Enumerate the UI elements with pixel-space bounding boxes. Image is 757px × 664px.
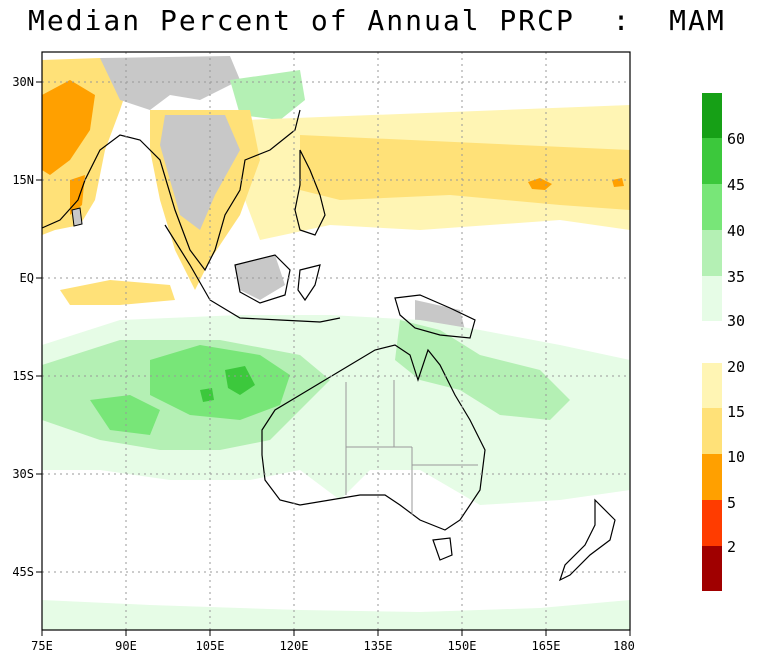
india-very-dry-region xyxy=(42,80,95,175)
lon-tick-label: 120E xyxy=(280,639,309,653)
colorbar-lower xyxy=(702,363,722,591)
australia-coastline xyxy=(261,344,486,531)
colorbar-swatch xyxy=(702,93,722,138)
colorbar-swatch xyxy=(702,454,722,500)
indian-ocean-wet-core-west xyxy=(90,395,160,435)
indochina-missing-land xyxy=(160,115,240,230)
asia-coastline xyxy=(42,109,301,272)
lon-tick-label: 75E xyxy=(31,639,53,653)
lat-tick-label: EQ xyxy=(20,271,34,285)
sri-lanka xyxy=(71,207,83,227)
southern-ocean-wet-band xyxy=(42,600,630,630)
pacific-very-dry-spot-2 xyxy=(612,178,624,187)
lat-tick-label: 45S xyxy=(12,565,34,579)
lon-tick-label: 135E xyxy=(364,639,393,653)
indian-ocean-wettest-spot-2 xyxy=(200,388,214,402)
lat-tick-label: 15S xyxy=(12,369,34,383)
colorbar-label: 2 xyxy=(727,538,736,556)
lat-tick-label: 30N xyxy=(12,75,34,89)
colorbar-label: 45 xyxy=(727,176,745,194)
colorbar-swatch xyxy=(702,500,722,546)
colorbar-swatch xyxy=(702,363,722,408)
new-guinea-coastline xyxy=(394,294,476,339)
south-china-wet-region xyxy=(230,70,305,120)
colorbar-swatch xyxy=(702,230,722,276)
colorbar-upper xyxy=(702,93,722,321)
borneo-coastline xyxy=(234,254,291,304)
colorbar-swatch xyxy=(702,276,722,321)
colorbar-swatch xyxy=(702,138,722,184)
colorbar-label: 10 xyxy=(727,448,745,466)
colorbar-label: 35 xyxy=(727,268,745,286)
new-zealand xyxy=(558,498,616,582)
sulawesi-coastline xyxy=(297,264,321,302)
colorbar-swatch xyxy=(702,184,722,230)
colorbar-label: 30 xyxy=(727,312,745,330)
colorbar-swatch xyxy=(702,546,722,591)
colorbar-label: 15 xyxy=(727,403,745,421)
lat-tick-label: 15N xyxy=(12,173,34,187)
map-gridlines xyxy=(42,52,630,630)
lon-tick-label: 180 xyxy=(613,639,635,653)
colorbar-label: 40 xyxy=(727,222,745,240)
west-pacific-drier-belt xyxy=(300,135,630,210)
colorbar-swatch xyxy=(702,408,722,454)
coral-sea-wetter-region xyxy=(395,320,570,420)
lat-tick-label: 30S xyxy=(12,467,34,481)
indian-ocean-wettest-spot xyxy=(225,366,255,395)
colorbar-label: 5 xyxy=(727,494,736,512)
map-frame xyxy=(41,51,631,631)
himalaya-missing-land xyxy=(100,56,240,110)
pacific-very-dry-spot-1 xyxy=(528,178,552,190)
lon-tick-label: 105E xyxy=(196,639,225,653)
lon-tick-label: 150E xyxy=(448,639,477,653)
colorbar-label: 60 xyxy=(727,130,745,148)
australia-state-borders xyxy=(345,380,478,515)
sumatra-java-coastline xyxy=(164,224,341,323)
tasmania xyxy=(432,537,453,561)
lon-tick-label: 90E xyxy=(115,639,137,653)
lon-tick-label: 165E xyxy=(532,639,561,653)
indian-ocean-wet-core xyxy=(150,345,290,420)
philippines-coastline xyxy=(294,149,326,236)
map-title: Median Percent of Annual PRCP : MAM xyxy=(28,4,726,37)
map-panel xyxy=(42,52,630,630)
colorbar-label: 20 xyxy=(727,358,745,376)
lat-axis xyxy=(36,81,42,573)
indian-ocean-eq-dry-patch xyxy=(60,280,175,305)
lon-axis xyxy=(41,630,631,636)
